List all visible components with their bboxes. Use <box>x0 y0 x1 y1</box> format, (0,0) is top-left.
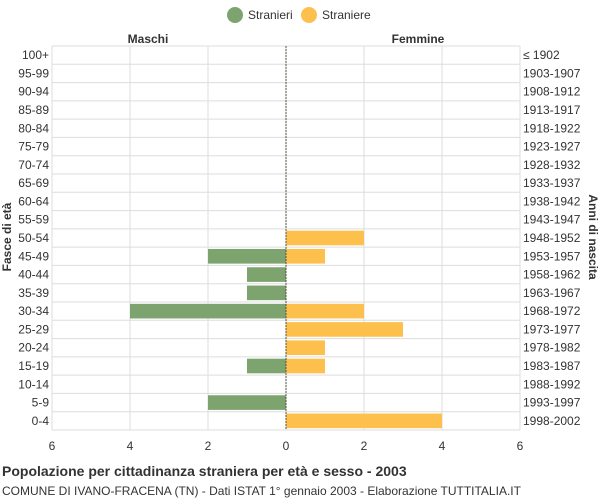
x-tick-label: 4 <box>127 439 134 453</box>
legend-swatch-stranieri <box>227 7 243 23</box>
birth-year-label: 1908-1912 <box>523 85 581 99</box>
birth-year-label: 1953-1957 <box>523 249 581 263</box>
x-tick-label: 0 <box>283 439 290 453</box>
bar-stranieri <box>247 285 286 301</box>
y-axis-title-left: Fasce di età <box>0 202 14 271</box>
age-group-label: 75-79 <box>18 140 49 154</box>
birth-year-label: 1923-1927 <box>523 140 581 154</box>
legend-swatch-straniere <box>301 7 317 23</box>
females-label: Femmine <box>392 32 445 46</box>
age-group-label: 40-44 <box>18 268 49 282</box>
age-group-label: 35-39 <box>18 286 49 300</box>
birth-year-label: 1978-1982 <box>523 341 581 355</box>
bar-stranieri <box>247 267 286 282</box>
age-group-label: 25-29 <box>18 322 49 336</box>
bar-straniere <box>286 358 325 374</box>
chart-title: Popolazione per cittadinanza straniera p… <box>2 463 407 479</box>
birth-year-label: 1973-1977 <box>523 322 581 336</box>
x-tick-label: 6 <box>49 439 56 453</box>
birth-year-label: 1988-1992 <box>523 377 581 391</box>
age-group-label: 30-34 <box>18 304 49 318</box>
age-group-label: 95-99 <box>18 66 49 80</box>
bar-stranieri <box>208 248 286 264</box>
birth-year-label: 1903-1907 <box>523 66 581 80</box>
bar-straniere <box>286 248 325 264</box>
birth-year-label: 1918-1922 <box>523 121 581 135</box>
age-group-label: 15-19 <box>18 359 49 373</box>
bar-straniere <box>286 303 364 319</box>
legend-label-straniere: Straniere <box>322 8 371 22</box>
birth-year-label: 1998-2002 <box>523 414 581 428</box>
age-group-label: 45-49 <box>18 249 49 263</box>
age-group-label: 0-4 <box>32 414 50 428</box>
bar-stranieri <box>208 395 286 410</box>
bar-straniere <box>286 230 364 246</box>
birth-year-label: 1933-1937 <box>523 176 581 190</box>
chart-subtitle: COMUNE DI IVANO-FRACENA (TN) - Dati ISTA… <box>2 484 521 498</box>
birth-year-label: 1983-1987 <box>523 359 581 373</box>
age-group-label: 80-84 <box>18 121 49 135</box>
bar-stranieri <box>247 358 286 374</box>
birth-year-label: 1963-1967 <box>523 286 581 300</box>
bar-stranieri <box>130 303 286 319</box>
males-label: Maschi <box>128 32 169 46</box>
birth-year-label: ≤ 1902 <box>523 48 560 62</box>
age-group-label: 10-14 <box>18 377 49 391</box>
age-group-label: 5-9 <box>32 396 50 410</box>
x-tick-label: 6 <box>517 439 524 453</box>
age-group-label: 55-59 <box>18 213 49 227</box>
age-group-label: 90-94 <box>18 85 49 99</box>
age-group-label: 65-69 <box>18 176 49 190</box>
age-group-label: 60-64 <box>18 194 49 208</box>
bar-straniere <box>286 340 325 356</box>
birth-year-label: 1913-1917 <box>523 103 581 117</box>
age-group-label: 50-54 <box>18 231 49 245</box>
y-axis-title-right: Anni di nascita <box>586 194 600 280</box>
age-group-label: 85-89 <box>18 103 49 117</box>
birth-year-label: 1938-1942 <box>523 194 581 208</box>
birth-year-label: 1948-1952 <box>523 231 581 245</box>
bar-straniere <box>286 322 403 337</box>
birth-year-label: 1993-1997 <box>523 396 581 410</box>
bar-straniere <box>286 413 442 429</box>
age-group-label: 70-74 <box>18 158 49 172</box>
x-tick-label: 2 <box>205 439 212 453</box>
x-tick-label: 2 <box>361 439 368 453</box>
x-tick-label: 4 <box>439 439 446 453</box>
birth-year-label: 1928-1932 <box>523 158 581 172</box>
legend: Stranieri Straniere <box>227 7 371 23</box>
pyramid-chart: Stranieri Straniere Maschi Femmine 6 4 2 0 2… <box>0 7 600 453</box>
legend-label-stranieri: Stranieri <box>248 8 293 22</box>
birth-year-label: 1958-1962 <box>523 268 581 282</box>
plot-area: 6 4 2 0 2 4 6 100+ ≤ 1902 95-99 1903-1907 90-94 1908… <box>18 45 581 453</box>
age-group-label: 100+ <box>22 48 49 62</box>
birth-year-label: 1943-1947 <box>523 213 581 227</box>
age-group-label: 20-24 <box>18 341 49 355</box>
birth-year-label: 1968-1972 <box>523 304 581 318</box>
